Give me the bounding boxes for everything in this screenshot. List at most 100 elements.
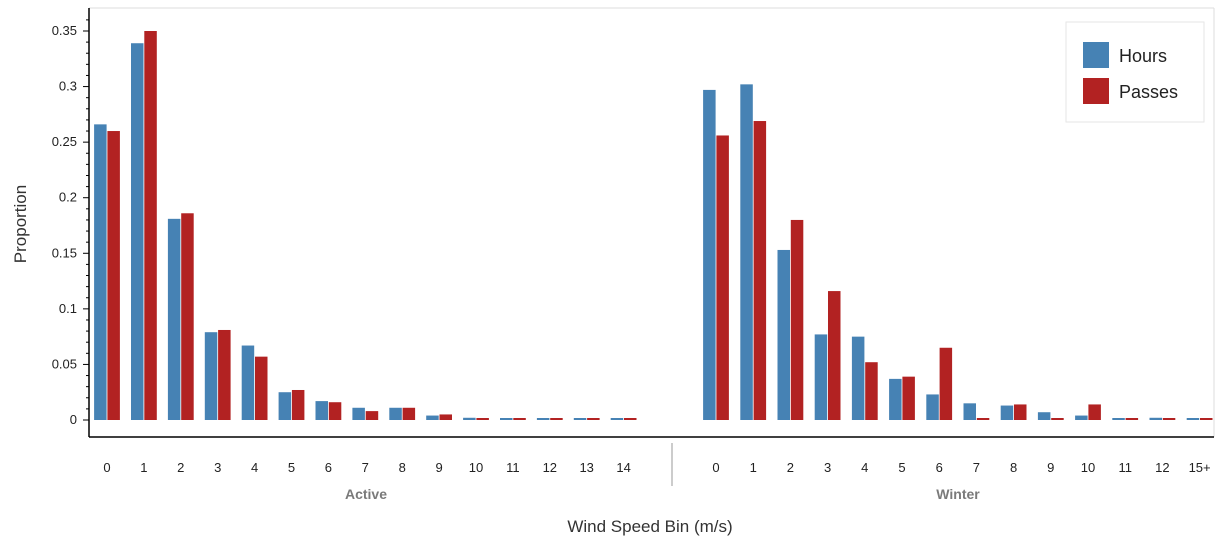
bar-active-passes (328, 402, 342, 420)
y-tick-label: 0.15 (52, 245, 77, 260)
x-tick-label: 4 (861, 460, 868, 475)
y-tick-label: 0.35 (52, 23, 77, 38)
bar-active-passes (365, 411, 379, 420)
bar-active-hours (167, 218, 181, 420)
bar-winter-hours (703, 89, 716, 421)
bar-winter-passes (976, 418, 990, 420)
legend-box (1065, 21, 1205, 123)
bar-active-hours (610, 418, 624, 420)
bar-active-hours (463, 417, 476, 420)
bar-active-passes (624, 418, 637, 420)
bar-winter-hours (814, 334, 828, 420)
bar-active-hours (241, 345, 255, 420)
bar-winter-hours (963, 403, 976, 420)
bar-active-hours (573, 418, 587, 420)
x-tick-label: 3 (824, 460, 831, 475)
x-tick-label: 0 (712, 460, 719, 475)
bar-winter-passes (1088, 404, 1101, 420)
x-tick-label: 15+ (1189, 460, 1211, 475)
bar-winter-hours (926, 394, 939, 420)
bar-active-passes (402, 407, 416, 420)
legend-swatch-passes (1083, 78, 1109, 104)
bar-winter-passes (1200, 418, 1213, 420)
y-tick-label: 0.2 (59, 190, 77, 205)
x-tick-label: 4 (251, 460, 258, 475)
bar-active-hours (352, 407, 365, 420)
x-tick-label: 8 (1010, 460, 1017, 475)
x-tick-label: 7 (362, 460, 369, 475)
bar-winter-passes (1051, 418, 1064, 420)
legend-label-passes: Passes (1119, 82, 1178, 102)
legend: Hours Passes (1065, 21, 1205, 123)
y-tick-label: 0.05 (52, 356, 77, 371)
bar-winter-passes (865, 362, 878, 420)
bar-winter-hours (777, 249, 790, 420)
bar-active-hours (315, 401, 328, 420)
bar-winter-passes (1014, 404, 1027, 420)
bar-active-passes (439, 414, 452, 420)
bar-winter-passes (828, 291, 841, 420)
x-axis-title: Wind Speed Bin (m/s) (567, 517, 732, 536)
bar-active-hours (389, 407, 402, 420)
x-tick-label: 2 (177, 460, 184, 475)
y-tick-label: 0 (70, 412, 77, 427)
x-tick-label: 3 (214, 460, 221, 475)
bar-active-passes (255, 356, 268, 420)
bar-winter-passes (1125, 418, 1139, 420)
legend-swatch-hours (1083, 42, 1109, 68)
bar-active-passes (181, 213, 194, 420)
x-tick-label: 1 (750, 460, 757, 475)
legend-label-hours: Hours (1119, 46, 1167, 66)
bar-active-hours (94, 124, 107, 421)
y-axis: 0 0.05 0.1 0.15 0.2 0.25 0.3 0.35 (52, 8, 90, 437)
bar-active-hours (131, 43, 144, 421)
bar-active-hours (426, 415, 439, 420)
bar-winter-passes (902, 376, 915, 420)
bar-active-passes (144, 31, 157, 420)
x-tick-label: 5 (898, 460, 905, 475)
bar-active-passes (513, 418, 526, 420)
bar-active-passes (476, 418, 489, 420)
bar-winter-hours (1075, 415, 1088, 420)
bar-active-hours (278, 392, 292, 420)
bar-active-passes (550, 418, 563, 420)
bar-winter-hours (889, 378, 902, 420)
y-tick-label: 0.3 (59, 79, 77, 94)
group-label-active: Active (345, 486, 387, 502)
x-tick-label: 9 (1047, 460, 1054, 475)
plot-frame (89, 7, 1215, 437)
x-tick-label: 10 (1081, 460, 1095, 475)
y-tick-label: 0.25 (52, 134, 77, 149)
x-tick-label: 6 (936, 460, 943, 475)
bar-winter-passes (716, 135, 729, 420)
x-tick-label: 1 (140, 460, 147, 475)
x-tick-label: 7 (973, 460, 980, 475)
bar-winter-passes (1162, 418, 1176, 420)
x-tick-label: 10 (469, 460, 483, 475)
bar-winter-passes (790, 219, 804, 420)
bar-active-passes (107, 131, 120, 420)
x-tick-label: 6 (325, 460, 332, 475)
bar-winter-hours (1037, 412, 1051, 420)
bar-active-passes (587, 418, 600, 420)
x-tick-label: 11 (1118, 460, 1132, 475)
bar-winter-hours (1149, 417, 1162, 420)
bar-active-hours (204, 332, 218, 420)
x-tick-label: 8 (399, 460, 406, 475)
x-tick-label: 13 (579, 460, 593, 475)
x-tick-label: 9 (435, 460, 442, 475)
bars (94, 31, 1213, 421)
bar-winter-passes (939, 347, 953, 420)
x-tick-label: 12 (1155, 460, 1169, 475)
bar-winter-passes (753, 121, 767, 421)
y-tick-label: 0.1 (59, 301, 77, 316)
bar-active-passes (291, 389, 305, 420)
x-tick-label: 2 (787, 460, 794, 475)
bar-winter-hours (1000, 405, 1014, 420)
bar-active-hours (536, 418, 550, 420)
x-tick-label: 14 (616, 460, 630, 475)
bar-winter-hours (1186, 418, 1200, 420)
x-tick-label: 5 (288, 460, 295, 475)
